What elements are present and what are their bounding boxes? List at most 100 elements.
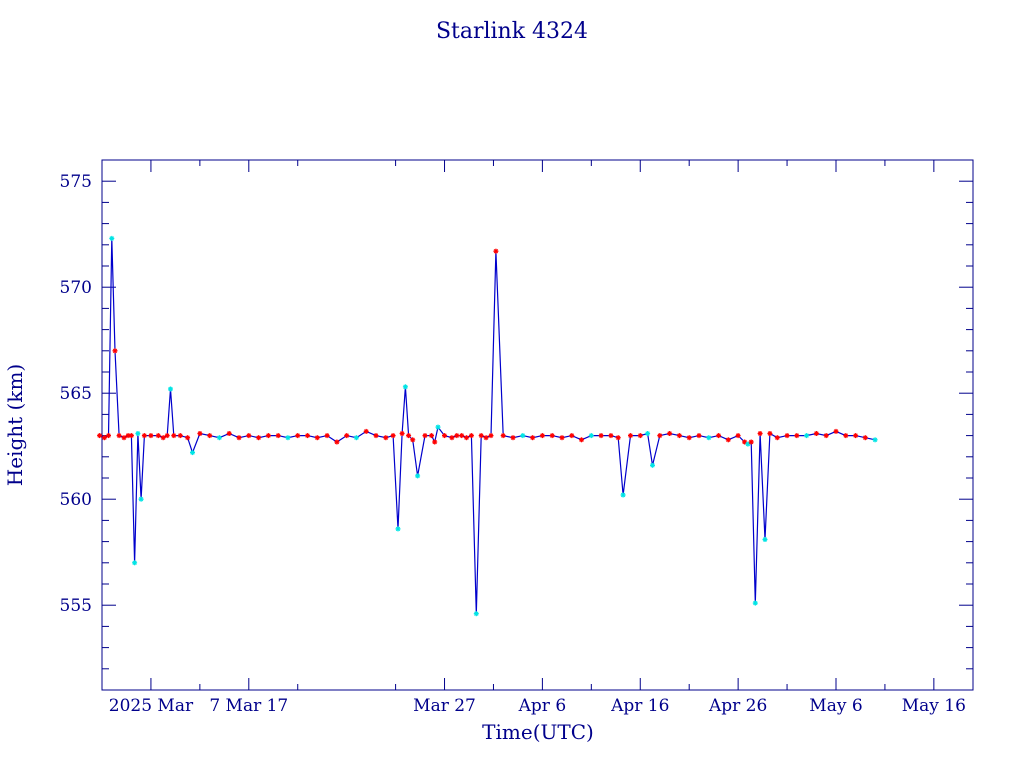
y-tick-label: 575 [60, 172, 92, 192]
data-point-marker [549, 433, 555, 439]
data-point-marker [667, 431, 673, 436]
data-point-marker [197, 431, 203, 436]
data-point-marker [429, 433, 434, 439]
data-point-marker [645, 431, 651, 436]
marker-layer [97, 235, 878, 617]
data-point-marker [373, 433, 379, 439]
data-point-marker [735, 433, 741, 439]
data-point-marker [334, 439, 340, 445]
data-point-marker [500, 433, 506, 439]
data-point-marker [141, 433, 147, 439]
data-point-marker [160, 435, 166, 441]
data-point-marker [676, 433, 682, 439]
data-point-marker [579, 437, 584, 443]
data-point-marker [620, 492, 626, 498]
data-point-marker [390, 433, 396, 439]
data-point-marker [794, 433, 800, 439]
data-point-marker [483, 435, 489, 441]
data-point-marker [725, 437, 731, 443]
data-point-marker [128, 433, 134, 439]
data-point-marker [872, 437, 878, 443]
data-point-marker [843, 433, 849, 439]
data-point-marker [686, 435, 692, 441]
data-point-marker [116, 433, 122, 439]
data-point-marker [559, 435, 565, 441]
data-point-marker [833, 428, 839, 434]
data-point-marker [813, 431, 819, 436]
series-layer [99, 238, 876, 614]
data-point-marker [478, 433, 484, 439]
data-point-marker [615, 435, 621, 441]
data-point-marker [449, 435, 455, 441]
data-point-marker [246, 433, 252, 439]
data-point-marker [432, 439, 438, 445]
chart-title: Starlink 4324 [436, 19, 588, 44]
data-point-marker [488, 433, 494, 439]
data-point-marker [706, 435, 712, 441]
data-point-marker [402, 384, 408, 390]
data-point-marker [314, 435, 320, 441]
data-point-marker [628, 433, 633, 439]
data-point-marker [97, 433, 103, 439]
x-tick-label: Apr 26 [708, 696, 767, 716]
data-point-marker [454, 433, 460, 439]
data-point-marker [106, 433, 111, 439]
data-point-marker [757, 431, 763, 436]
data-point-marker [132, 560, 138, 566]
data-point-marker [295, 433, 301, 439]
x-tick-label: Apr 6 [518, 696, 567, 716]
data-point-marker [657, 433, 663, 439]
plot-frame [101, 159, 974, 691]
x-tick-labels: 2025 Mar 7 Mar 17 Mar 27 Apr 6 Apr 16 Apr 26 M… [109, 696, 966, 716]
data-point-marker [569, 433, 575, 439]
x-tick-label: 7 Mar 17 [209, 696, 288, 716]
data-point-marker [862, 435, 868, 441]
axis-ticks [101, 159, 973, 691]
data-point-marker [256, 435, 262, 441]
data-point-marker [399, 431, 405, 436]
x-tick-label: 2025 Mar [109, 696, 194, 716]
data-point-marker [520, 433, 526, 439]
data-point-marker [109, 235, 115, 241]
height-series-line [99, 238, 876, 614]
y-tick-label: 560 [60, 490, 92, 510]
data-point-marker [112, 348, 118, 354]
data-point-marker [745, 441, 751, 447]
data-point-marker [285, 435, 291, 441]
data-point-marker [530, 435, 536, 441]
data-point-marker [598, 433, 604, 439]
data-point-marker [363, 428, 369, 434]
data-point-marker [637, 433, 643, 439]
x-tick-label: Apr 16 [610, 696, 669, 716]
data-point-marker [823, 433, 829, 439]
data-point-marker [121, 435, 127, 441]
data-point-marker [774, 435, 780, 441]
data-point-marker [415, 473, 421, 479]
data-point-marker [185, 435, 191, 441]
data-point-marker [236, 435, 242, 441]
y-tick-label: 555 [60, 596, 92, 616]
data-point-marker [265, 433, 271, 439]
y-tick-label: 570 [60, 278, 92, 298]
data-point-marker [168, 386, 173, 392]
data-point-marker [324, 433, 330, 439]
x-tick-label: May 6 [809, 696, 862, 716]
data-point-marker [752, 600, 758, 606]
data-point-marker [767, 431, 773, 436]
data-point-marker [177, 433, 183, 439]
data-point-marker [353, 435, 359, 441]
x-tick-label: May 16 [902, 696, 966, 716]
y-axis-label: Height (km) [3, 364, 27, 486]
data-point-marker [410, 437, 416, 443]
data-point-marker [468, 433, 474, 439]
y-tick-labels: 555 560 565 570 575 [60, 172, 92, 616]
data-point-marker [226, 431, 232, 436]
data-point-marker [493, 248, 499, 254]
x-axis-label: Time(UTC) [482, 720, 594, 744]
data-point-marker [155, 433, 161, 439]
data-point-marker [762, 537, 768, 542]
data-point-marker [148, 433, 154, 439]
data-point-marker [138, 496, 144, 502]
data-point-marker [853, 433, 859, 439]
